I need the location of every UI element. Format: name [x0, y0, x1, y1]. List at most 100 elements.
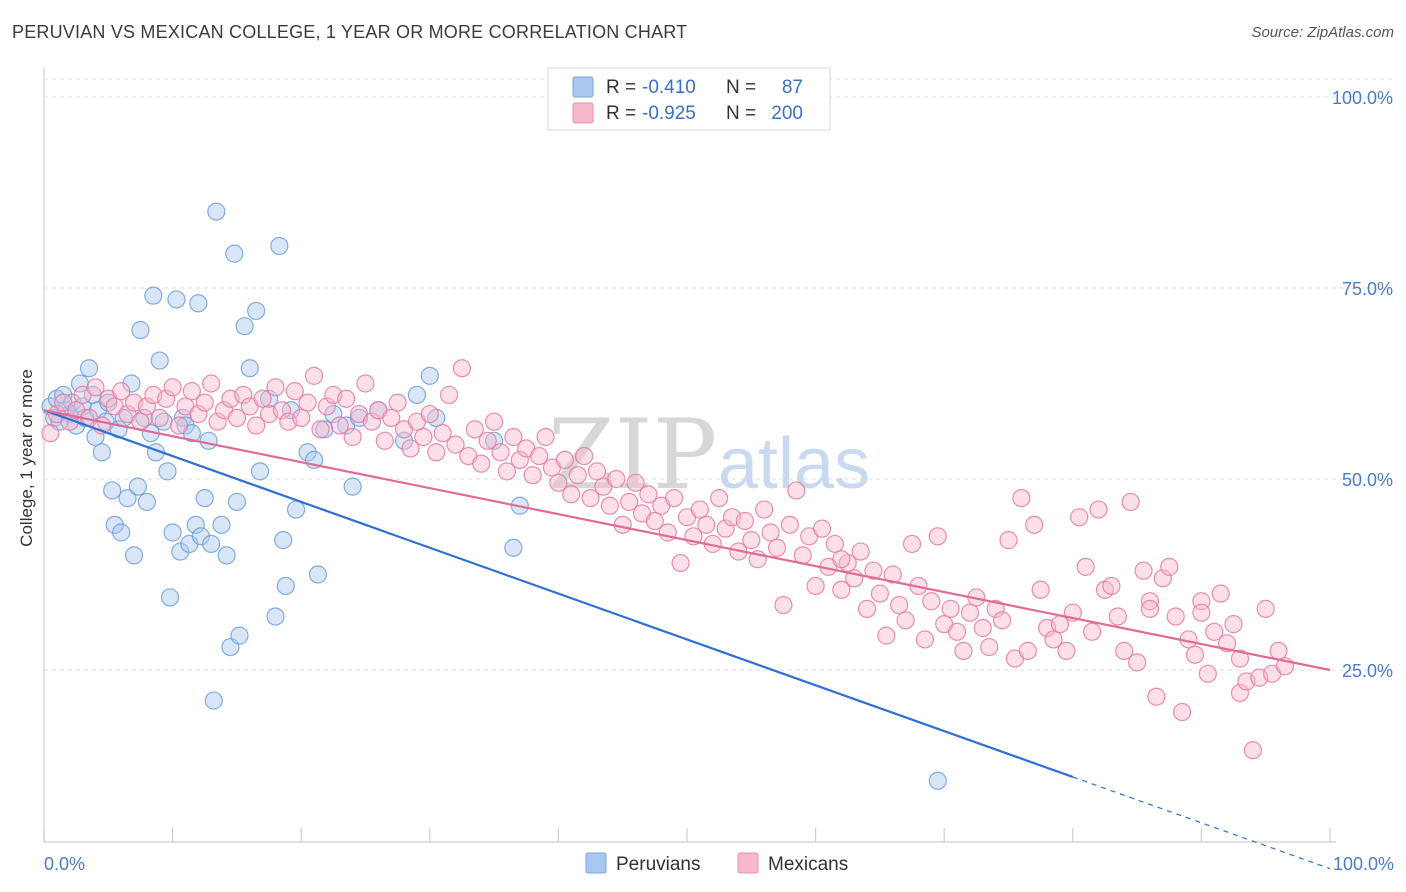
mexicans-point [1127, 653, 1147, 672]
mexicans-point [510, 450, 529, 469]
peruvians-point [199, 431, 218, 450]
bottom-legend-label-peruvians: Peruvians [616, 854, 701, 875]
mexicans-point [337, 389, 356, 408]
peruvians-point [276, 576, 295, 596]
mexicans-point [639, 485, 658, 504]
mexicans-point [362, 412, 382, 431]
mexicans-point [253, 389, 272, 408]
bottom-legend: Peruvians Mexicans [585, 852, 848, 875]
mexicans-point [787, 481, 806, 500]
mexicans-point [697, 515, 716, 534]
mexicans-point [665, 489, 684, 508]
mexicans-point [452, 359, 472, 378]
mexicans-point [234, 385, 253, 405]
mexicans-point [189, 404, 208, 424]
legend-swatch-mexicans [572, 102, 594, 124]
y-tick-label-25: 25.0% [1342, 661, 1393, 681]
peruvians-point [212, 515, 231, 534]
mexicans-point [150, 408, 169, 427]
mexicans-point [504, 427, 523, 447]
peruvians-point [286, 500, 306, 519]
mexicans-point [954, 641, 973, 661]
mexicans-point [86, 378, 105, 397]
mexicans-point [555, 450, 574, 469]
mexicans-point [247, 416, 266, 435]
mexicans-point [742, 531, 761, 550]
mexicans-point [832, 580, 851, 599]
peruvians-point [266, 607, 285, 626]
mexicans-point [137, 397, 156, 416]
mexicans-point [523, 466, 542, 485]
mexicans-point [1230, 649, 1250, 668]
mexicans-point [806, 576, 825, 596]
mexicans-point [382, 408, 401, 427]
mexicans-point [600, 496, 619, 515]
peruvians-point [137, 492, 156, 512]
x-axis-ticks [43, 828, 1331, 842]
mexicans-point [1205, 622, 1224, 641]
mexicans-point [420, 404, 439, 424]
mexicans-point [928, 527, 947, 546]
mexicans-point [157, 389, 176, 408]
mexicans-point [999, 531, 1018, 550]
y-tick-label-75: 75.0% [1342, 279, 1393, 299]
mexicans-point [986, 599, 1005, 618]
mexicans-point [182, 382, 201, 401]
mexicans-point [587, 462, 607, 481]
mexicans-point [304, 366, 324, 385]
mexicans-point [1173, 702, 1192, 722]
mexicans-point [851, 542, 870, 561]
mexicans-point [439, 385, 459, 405]
mexicans-trend-line [43, 409, 1331, 672]
mexicans-point [1089, 500, 1108, 519]
peruvians-point [420, 366, 439, 385]
series-mexicans-points [41, 359, 1295, 760]
mexicans-point [890, 595, 909, 615]
peruvians-point [225, 244, 244, 263]
mexicans-point [915, 630, 935, 649]
mexicans-point [575, 446, 594, 466]
mexicans-point [716, 519, 735, 538]
mexicans-point [163, 378, 182, 397]
x-tick-label-max: 100.0% [1333, 854, 1394, 874]
mexicans-point [832, 550, 851, 569]
peruvians-point [204, 691, 223, 710]
mexicans-point [922, 592, 941, 611]
peruvians-point [227, 492, 246, 512]
mexicans-point [285, 382, 304, 401]
mexicans-point [549, 473, 568, 492]
mexicans-point [1102, 576, 1121, 596]
peruvians-point [176, 416, 195, 435]
peruvians-point [274, 531, 293, 550]
mexicans-point [343, 427, 362, 447]
watermark-atlas: atlas [718, 424, 870, 504]
mexicans-point [1243, 741, 1262, 760]
peruvians-point [202, 534, 221, 554]
mexicans-point [1269, 641, 1288, 661]
mexicans-point [356, 374, 375, 393]
mexicans-point [298, 393, 317, 412]
mexicans-point [645, 511, 664, 531]
mexicans-point [497, 462, 517, 481]
peruvians-point [250, 462, 270, 481]
mexicans-point [941, 599, 960, 618]
mexicans-point [1256, 599, 1275, 618]
mexicans-point [272, 401, 292, 420]
mexicans-point [1192, 603, 1211, 622]
mexicans-point [388, 393, 407, 412]
mexicans-point [414, 427, 433, 447]
mexicans-point [317, 397, 337, 416]
mexicans-point [1121, 492, 1140, 512]
mexicans-point [992, 611, 1012, 630]
mexicans-point [755, 500, 774, 519]
peruvians-point [112, 523, 131, 542]
legend-n-label-1: N = [726, 77, 756, 98]
peruvians-point [105, 515, 124, 534]
peruvians-point [235, 317, 254, 336]
peruvians-point [315, 420, 334, 439]
mexicans-point [735, 511, 754, 531]
mexicans-point [1153, 569, 1172, 588]
mexicans-point [375, 431, 394, 450]
peruvians-point [118, 489, 137, 508]
